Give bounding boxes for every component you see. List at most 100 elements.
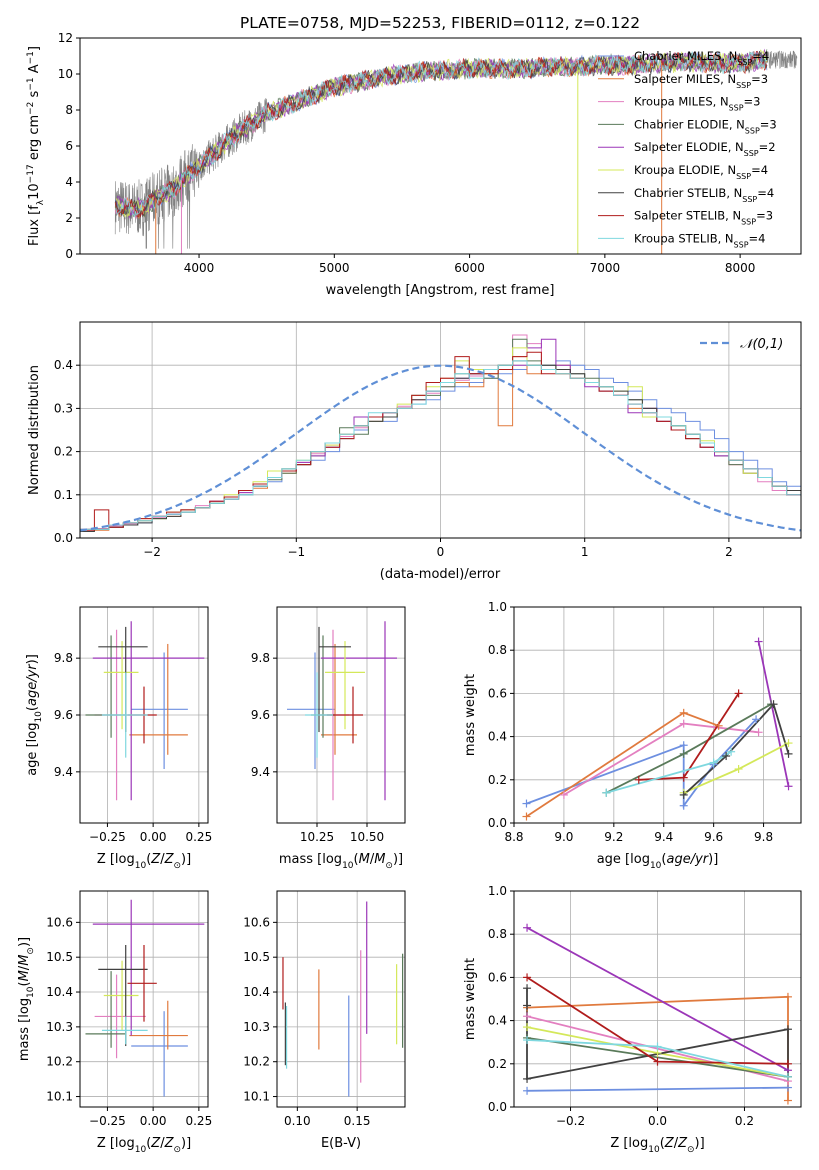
errorbar-point: [101, 1016, 148, 1045]
mass-weight-marker: [602, 788, 611, 797]
y-tick-label: 0.8: [488, 927, 507, 941]
mass-weight-marker: [734, 689, 743, 698]
y-axis-label-part: mass weight: [463, 958, 478, 1040]
mass_vs_Z-panel: −0.25 0.00 0.25 10.1 10.2 10.3 10.4 10.5 10.6 Z […: [17, 890, 212, 1155]
legend-label: Chabrier STELIB, NSSP=4: [634, 186, 774, 204]
age_vs_Z-axes: −0.25 0.00 0.25 9.4 9.6 9.8: [54, 606, 212, 844]
normal-distribution-curve: [80, 364, 801, 532]
x-axis-label-part: Z: [150, 1136, 161, 1151]
mass_weight_vs_age-frame: [513, 606, 802, 824]
y-tick-label: 10: [58, 67, 73, 81]
legend-label-sub: SSP: [745, 126, 760, 135]
x-axis-label-part: Z [log: [97, 1136, 135, 1151]
y-tick-label: 10.6: [46, 915, 73, 929]
y-tick-label: 0: [65, 247, 73, 261]
errorbar-point: [325, 641, 365, 730]
y-axis-label-part: −1: [26, 77, 36, 90]
y-tick-label: 0.2: [54, 445, 73, 459]
x-tick-label: 2: [725, 545, 733, 559]
x-axis-label-part: age/yr: [666, 852, 709, 867]
legend-label-text: Chabrier ELODIE, N: [634, 117, 745, 131]
y-axis-label: mass [log10(M/M⊙)]: [17, 937, 36, 1061]
residuals-panel: −2 −1 0 1 2 0.0 0.1 0.2 0.3 0.4 (data-model)/error…: [27, 321, 802, 582]
mass-weight-marker: [709, 758, 718, 767]
mass-weight-marker: [734, 765, 743, 773]
legend-label-rest: =2: [759, 140, 776, 154]
model-spectrum-line: [114, 49, 768, 218]
histogram-step-line: [80, 360, 801, 538]
x-tick-label: −1: [287, 545, 305, 559]
x-axis-label-part: (: [354, 852, 359, 867]
y-axis-label: Normed distribution: [27, 365, 42, 495]
mass-weight-marker: [523, 1023, 532, 1032]
y-tick-label: 9.8: [54, 651, 73, 665]
y-tick-label: 10.4: [46, 985, 73, 999]
legend-label: Kroupa ELODIE, NSSP=4: [634, 163, 768, 181]
y-tick-label: 8: [65, 103, 73, 117]
mass_weight_vs_age-panel: 8.8 9.0 9.2 9.4 9.6 9.8 0.0 0.2 0.4 0.6 0.8 1.0 age …: [463, 600, 802, 871]
mass-weight-marker: [679, 749, 688, 758]
legend-label: Kroupa STELIB, NSSP=4: [634, 231, 765, 249]
errorbar-point: [321, 643, 357, 755]
x-tick-label: 5000: [319, 261, 350, 275]
mass-weight-line: [757, 641, 790, 787]
figure-title: PLATE=0758, MJD=52253, FIBERID=0112, z=0…: [240, 14, 640, 32]
mass-weight-marker: [754, 637, 763, 646]
x-axis-label-part: wavelength [Angstrom, rest frame]: [326, 283, 555, 298]
mass_weight_vs_age-grid: [513, 606, 801, 824]
legend-label-rest: =4: [749, 231, 766, 245]
residuals-grid: [80, 322, 801, 539]
mass-weight-line: [563, 722, 759, 796]
y-axis-label-part: (: [25, 706, 40, 711]
legend-label-sub: SSP: [729, 103, 744, 112]
x-axis-label-part: M: [374, 852, 385, 867]
legend-label-text: Salpeter STELIB, N: [634, 209, 741, 223]
spectrum-plot-area: [114, 48, 798, 254]
y-axis-label-part: mass weight: [463, 674, 478, 756]
x-axis-label-part: (: [660, 1136, 665, 1151]
x-tick-label: 0: [437, 545, 445, 559]
y-tick-label: 10.2: [243, 1055, 270, 1069]
y-axis-label-part: λ: [36, 199, 46, 205]
x-axis-label: wavelength [Angstrom, rest frame]: [326, 283, 555, 298]
y-axis-label: Flux [fλ10−17 erg cm−2 s−1 A−1]: [26, 46, 46, 246]
x-axis-label-part: Z: [164, 852, 175, 867]
x-axis-label: E(B-V): [321, 1136, 361, 1151]
legend-label-rest: =4: [751, 163, 768, 177]
legend-label: Salpeter MILES, NSSP=3: [634, 72, 768, 90]
mass_weight_vs_age-plot-area: [526, 641, 790, 818]
mass-weight-marker: [679, 790, 688, 799]
x-axis-label-part: 10: [650, 861, 662, 871]
x-axis-label: age [log10(age/yr)]: [597, 852, 719, 871]
y-tick-label: 10.6: [243, 915, 270, 929]
mass-weight-marker: [714, 721, 723, 730]
mass-weight-marker: [653, 1042, 662, 1051]
age_vs_mass-axes: 10.25 10.50 9.4 9.6 9.8: [251, 606, 406, 844]
mass-weight-marker: [679, 708, 688, 717]
x-axis-label: Z [log10(Z/Z⊙)]: [610, 1136, 704, 1155]
mass-weight-marker: [522, 812, 531, 821]
y-axis-label-part: (: [17, 981, 32, 986]
x-axis-label-part: Z [log: [610, 1136, 648, 1151]
x-tick-label: 0.00: [140, 1114, 167, 1128]
legend-label-text: Salpeter MILES, N: [634, 72, 736, 86]
errorbar-point: [101, 672, 148, 758]
mass-weight-marker: [783, 1072, 792, 1081]
mass-weight-marker: [523, 1001, 532, 1010]
x-axis-label-part: )]: [393, 852, 403, 867]
y-axis-label-part: Flux [f: [27, 205, 42, 246]
x-axis-label: Z [log10(Z/Z⊙)]: [97, 852, 191, 871]
x-tick-label: 0.2: [735, 1114, 754, 1128]
x-axis-label-part: )]: [181, 1136, 191, 1151]
x-axis-label-part: E(B-V): [321, 1136, 361, 1151]
mass-weight-marker: [523, 1036, 532, 1045]
y-axis-label-part: age/yr: [25, 663, 40, 706]
y-tick-label: 9.6: [54, 708, 73, 722]
y-tick-label: 1.0: [488, 884, 507, 898]
mass_vs_ebv-plot-area: [282, 901, 404, 1097]
y-axis-label-part: A: [27, 64, 42, 77]
y-tick-label: 0.6: [488, 970, 507, 984]
errorbar-point: [94, 974, 146, 1059]
y-tick-label: 10.3: [243, 1020, 270, 1034]
x-tick-label: 9.4: [654, 830, 673, 844]
